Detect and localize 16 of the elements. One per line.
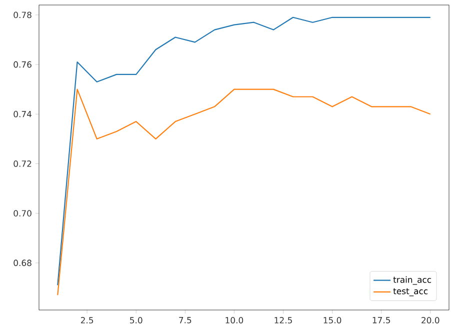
x-tick-label: 15.0 — [324, 317, 342, 324]
y-tick-label: 0.78 — [14, 12, 32, 18]
y-tick-label: 0.70 — [14, 210, 32, 216]
y-tick-label: 0.74 — [14, 110, 32, 118]
y-tick-label: 0.68 — [14, 260, 32, 266]
x-tick-label: 7.5 — [179, 317, 192, 324]
x-tick-label: 20.0 — [422, 317, 440, 324]
x-tick-label: 12.5 — [274, 317, 292, 324]
x-tick-label: 2.5 — [80, 317, 94, 324]
y-tick-label: 0.72 — [14, 160, 32, 167]
y-tick-label: 0.76 — [14, 61, 32, 68]
legend-label: test_acc — [393, 288, 428, 296]
x-tick-label: 10.0 — [226, 317, 244, 324]
legend-label: train_acc — [393, 276, 432, 285]
x-tick-label: 17.5 — [372, 317, 390, 324]
x-tick-label: 5.0 — [130, 317, 142, 324]
